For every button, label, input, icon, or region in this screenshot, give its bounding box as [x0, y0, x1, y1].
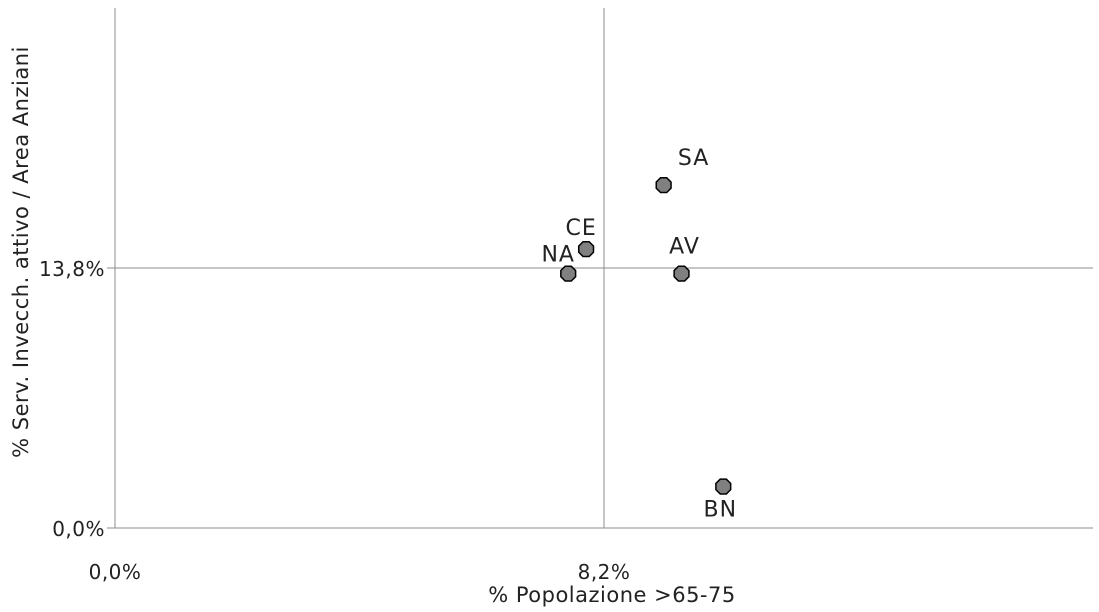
data-point	[655, 176, 672, 194]
y-tick-label: 0,0%	[52, 517, 105, 541]
data-point-label: CE	[565, 216, 596, 241]
data-point-label: AV	[669, 235, 700, 260]
data-point	[673, 265, 690, 282]
data-point	[577, 241, 595, 258]
x-axis-title: % Popolazione >65-75	[488, 583, 736, 607]
y-axis-title: % Serv. Invecch. attivo / Area Anziani	[9, 46, 33, 458]
x-tick-label: 8,2%	[578, 560, 631, 584]
data-point-label: SA	[678, 146, 709, 171]
tick-labels: 0,0% 8,2% 0,0% 13,8%	[39, 257, 630, 584]
data-point	[715, 478, 732, 495]
data-point	[560, 265, 577, 282]
data-point-label: NA	[541, 243, 575, 268]
axes	[107, 8, 1093, 529]
x-tick-label: 0,0%	[89, 560, 142, 584]
y-tick-label: 13,8%	[39, 257, 105, 281]
data-point-label: BN	[703, 498, 737, 523]
